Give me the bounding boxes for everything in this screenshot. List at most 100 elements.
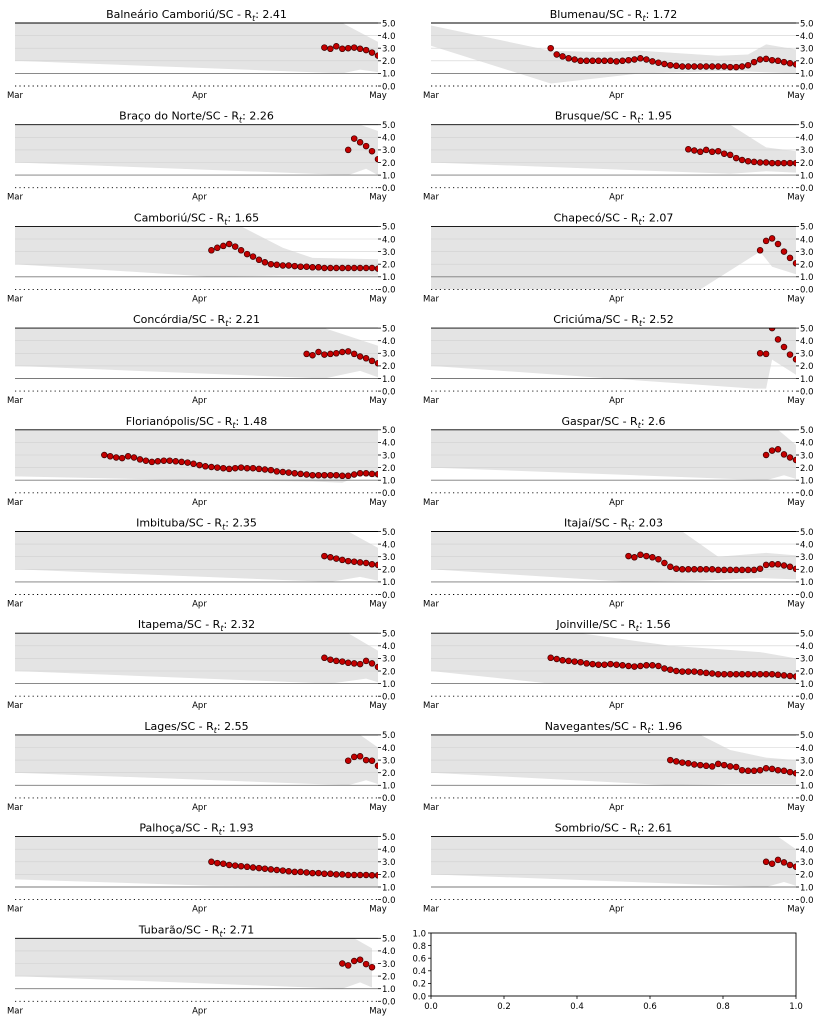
- rt-point: [249, 464, 257, 472]
- y-tick-label: 0.0: [412, 992, 426, 1002]
- rt-point: [762, 55, 770, 63]
- rt-point: [732, 63, 740, 71]
- x-tick-label: 1.0: [789, 1002, 803, 1012]
- rt-point: [309, 869, 316, 877]
- y-tick-label: 1.0: [382, 70, 396, 80]
- rt-point: [356, 353, 364, 360]
- rt-point: [708, 566, 716, 573]
- x-tick-label: Apr: [192, 396, 207, 406]
- rt-point: [679, 63, 686, 70]
- x-tick-label: Mar: [7, 905, 24, 915]
- rt-point: [708, 670, 716, 677]
- x-tick-label: May: [787, 600, 805, 610]
- rt-point: [792, 61, 796, 68]
- rt-point: [327, 264, 334, 272]
- y-tick-label: 3.0: [382, 45, 396, 55]
- rt-point: [768, 56, 776, 64]
- y-tick-label: 5.0: [800, 19, 814, 29]
- rt-point: [750, 58, 758, 66]
- y-tick-label: 2.0: [800, 769, 814, 779]
- rt-point: [297, 470, 304, 478]
- rt-point: [243, 464, 251, 472]
- y-tick-label: 1.0: [800, 477, 814, 487]
- rt-point: [583, 57, 590, 65]
- rt-point: [667, 61, 674, 69]
- subplot-title: Camboriú/SC - Rt: 1.65: [134, 211, 259, 226]
- rt-point: [267, 866, 275, 873]
- rt-point: [255, 864, 263, 872]
- y-tick-label: 3.0: [382, 858, 396, 868]
- rt-point: [321, 471, 328, 479]
- x-tick-label: 0.6: [643, 1002, 657, 1012]
- rt-point: [768, 670, 776, 678]
- subplot-title-value: : 1.93: [222, 822, 254, 835]
- credible-interval-band: [431, 124, 796, 174]
- rt-point: [601, 57, 608, 65]
- y-tick-label: 5.0: [382, 223, 396, 233]
- subplot-title: Lages/SC - Rt: 2.55: [144, 720, 248, 735]
- rt-point: [714, 670, 722, 678]
- x-tick-label: Mar: [423, 498, 440, 508]
- subplot-8: Florianópolis/SC - Rt: 1.48 0.0 1.0 2.0 3.0 4…: [7, 415, 396, 508]
- rt-point: [756, 766, 764, 774]
- rt-point: [774, 856, 782, 864]
- rt-point: [303, 869, 310, 876]
- y-tick-label: 1.0: [412, 929, 426, 939]
- rt-point: [356, 660, 364, 668]
- rt-point: [220, 242, 227, 250]
- y-tick-label: 5.0: [382, 731, 396, 741]
- rt-point: [673, 667, 680, 675]
- y-tick-label: 0.0: [382, 896, 396, 906]
- y-tick-label: 3.0: [382, 655, 396, 665]
- x-tick-label: Apr: [609, 905, 624, 915]
- subplot-title-subscript: t: [224, 217, 228, 226]
- x-tick-label: Apr: [192, 193, 207, 203]
- x-tick-label: Mar: [7, 294, 24, 304]
- rt-point: [350, 471, 358, 478]
- rt-point: [279, 867, 287, 874]
- rt-point: [720, 566, 728, 574]
- y-tick-label: 4.0: [382, 744, 396, 754]
- subplot-title-name: Criciúma/SC - R: [553, 313, 639, 326]
- rt-point: [249, 864, 257, 871]
- rt-point: [237, 464, 245, 471]
- rt-point: [702, 146, 710, 154]
- rt-point: [756, 247, 764, 254]
- y-tick-label: 1.0: [382, 985, 396, 995]
- rt-point: [261, 259, 269, 266]
- y-tick-label: 1.0: [382, 680, 396, 690]
- y-tick-label: 0.2: [412, 980, 426, 990]
- x-tick-label: May: [787, 803, 805, 813]
- rt-point: [774, 561, 782, 568]
- y-tick-label: 1.0: [800, 375, 814, 385]
- rt-point: [344, 264, 352, 272]
- rt-point: [202, 463, 209, 470]
- rt-point: [231, 243, 239, 250]
- rt-point: [619, 57, 626, 65]
- rt-point: [190, 460, 197, 468]
- rt-point: [643, 56, 650, 63]
- rt-point: [780, 859, 788, 866]
- subplot-title: Concórdia/SC - Rt: 2.21: [133, 313, 260, 328]
- rt-point: [374, 762, 378, 770]
- rt-point: [667, 666, 674, 673]
- rt-point: [702, 63, 710, 70]
- y-tick-label: 3.0: [800, 858, 814, 868]
- rt-point: [631, 56, 638, 63]
- rt-point: [565, 657, 572, 665]
- rt-point: [356, 470, 364, 477]
- y-tick-label: 3.0: [800, 553, 814, 563]
- rt-point: [673, 758, 680, 765]
- y-tick-label: 1.0: [800, 171, 814, 181]
- x-tick-label: Mar: [7, 1006, 24, 1016]
- rt-point: [362, 559, 370, 567]
- rt-point: [625, 552, 632, 560]
- rt-point: [374, 663, 378, 671]
- rt-point: [738, 766, 746, 774]
- rt-point: [750, 767, 758, 775]
- y-tick-label: 0.0: [382, 387, 396, 397]
- rt-point: [374, 561, 378, 569]
- rt-point: [762, 670, 770, 678]
- y-tick-label: 2.0: [382, 57, 396, 67]
